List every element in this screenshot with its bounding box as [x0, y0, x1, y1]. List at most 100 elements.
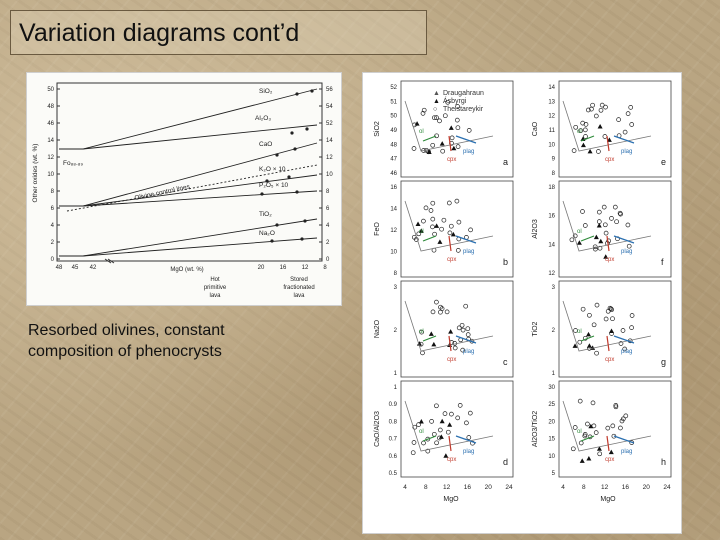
panel-y-tick: 12	[548, 114, 555, 120]
x-label-right: MgO	[600, 496, 616, 503]
left-y-ticks: 50 48 46 14 12 10 8 6 4 2 0	[47, 87, 60, 263]
x-tick: 8	[424, 484, 428, 491]
right-y-tick: 8	[326, 189, 330, 195]
panel-y-tick: 49	[390, 128, 397, 134]
legend-theistareykir: Theistareykir	[443, 106, 484, 113]
panel-ylabel: FeO	[374, 222, 381, 236]
panel-b: FeO 16 14 12 10 8 b plag cpx ol	[374, 180, 514, 278]
panel-y-tick: 0.9	[389, 402, 398, 408]
panel-ylabel: CaO/Al2O3	[374, 411, 381, 447]
panel-y-tick: 50	[390, 114, 397, 120]
variation-panels-figure: SiO2 52 51 50 49 48 47 46 a plag cpx ol FeO 16 14 12 10 8…	[362, 72, 682, 534]
legend-asbyrgi: Ásbyrgi	[443, 96, 467, 105]
plot-frame	[56, 82, 323, 262]
x-axis-right: 4 8 12 16 20 24	[561, 484, 671, 491]
panel-y-tick: 14	[548, 242, 555, 248]
x-tick: 8	[582, 484, 586, 491]
na2o-label: Na₂O	[259, 230, 275, 237]
panel-y-tick: 13	[548, 99, 555, 105]
panel-f: Al2O3 18 16 14 12 f plag cpx ol	[532, 180, 672, 278]
panel-y-tick: 30	[548, 385, 555, 391]
axis-break-mark	[107, 258, 115, 264]
panel-y-tick: 16	[548, 214, 555, 220]
x-tick: 12	[302, 265, 309, 271]
right-y-tick: 4	[326, 223, 330, 229]
series-lines	[59, 88, 318, 257]
panel-letter: a	[503, 157, 508, 167]
panel-y-tick: 3	[394, 285, 398, 291]
x-axis-left: 4 8 12 16 20 24	[403, 484, 513, 491]
axis-break-mark	[104, 258, 112, 264]
vector-cpx: cpx	[447, 357, 456, 363]
vector-cpx: cpx	[605, 457, 614, 463]
panel-letter: e	[661, 157, 666, 167]
left-y-tick: 46	[47, 121, 54, 127]
sio2-label: SiO₂	[259, 88, 273, 95]
panel-y-tick: 14	[548, 85, 555, 91]
al2o3-line	[59, 124, 318, 150]
vector-ol: ol	[577, 329, 582, 335]
panel-y-tick: 0.8	[389, 419, 398, 425]
panel-letter: g	[661, 357, 666, 367]
vector-ol: ol	[577, 429, 582, 435]
olivine-control-figure: Other oxides (wt. %) 50 48 46 14 12 10 8 6 4 2 0 5…	[26, 72, 342, 306]
panel-y-tick: 10	[390, 250, 397, 256]
vector-ol: ol	[419, 329, 424, 335]
legend-draugahraun: Draugahraun	[443, 90, 484, 97]
panel-y-tick: 16	[390, 185, 397, 191]
y-axis-label: Other oxides (wt. %)	[32, 144, 39, 203]
panel-y-tick: 1	[394, 371, 398, 377]
fo-label: Fo₈₈.₈₉	[63, 160, 83, 167]
left-y-tick: 12	[47, 155, 54, 161]
stored-lava-label-1: Stored	[290, 277, 308, 283]
olivine-line	[66, 164, 318, 212]
panel-y-tick: 51	[390, 99, 397, 105]
left-y-tick: 4	[51, 223, 55, 229]
x-tick: 16	[622, 484, 630, 491]
panel-d: CaO/Al2O3 1 0.9 0.8 0.7 0.6 0.5 d plag cpx ol	[374, 380, 514, 478]
right-y-tick: 2	[326, 240, 330, 246]
panel-y-tick: 11	[549, 128, 556, 134]
vector-cpx: cpx	[447, 257, 456, 263]
vector-cpx: cpx	[447, 157, 456, 163]
vector-cpx: cpx	[605, 357, 614, 363]
x-tick: 24	[663, 484, 671, 491]
x-tick: 4	[403, 484, 407, 491]
x-ticks: 48 45 42 20 16 12 8	[56, 265, 328, 271]
panel-y-tick: 25	[548, 402, 555, 408]
p2o5-line	[59, 190, 318, 207]
tio2-label: TiO₂	[259, 211, 272, 218]
hot-lava-label-3: lava	[209, 293, 221, 299]
panel-ylabel: Al2O3	[532, 219, 539, 239]
left-y-tick: 50	[47, 87, 54, 93]
x-tick: 20	[258, 265, 265, 271]
caption-line-2: composition of phenocrysts	[28, 343, 222, 360]
x-tick: 12	[443, 484, 451, 491]
vector-plag: plag	[621, 349, 632, 355]
panel-ylabel: Al2O3/TiO2	[532, 411, 539, 447]
left-y-tick: 6	[51, 206, 55, 212]
vector-ol: ol	[419, 429, 424, 435]
cao-line	[59, 142, 318, 207]
right-y-ticks: 56 54 52 14 12 10 8 6 4 2 0	[319, 87, 333, 263]
x-tick: 16	[280, 265, 287, 271]
vector-cpx: cpx	[605, 257, 614, 263]
panel-letter: c	[503, 357, 508, 367]
panel-y-tick: 1	[394, 385, 398, 391]
panel-ylabel: TiO2	[532, 321, 539, 336]
vector-plag: plag	[463, 449, 474, 455]
panel-letter: h	[661, 457, 666, 467]
svg-text:▲: ▲	[433, 90, 440, 97]
panel-h: Al2O3/TiO2 30 25 20 15 10 5 h plag cpx ol	[532, 380, 672, 478]
panel-y-tick: 46	[390, 171, 397, 177]
slide-title: Variation diagrams cont’d	[19, 19, 300, 47]
na2o-line	[59, 237, 318, 257]
panel-y-tick: 47	[390, 157, 397, 163]
x-tick: 8	[323, 265, 327, 271]
panel-y-tick: 2	[552, 328, 556, 334]
panel-a: SiO2 52 51 50 49 48 47 46 a plag cpx ol	[374, 80, 514, 178]
panel-y-tick: 0.7	[389, 437, 398, 443]
svg-text:○: ○	[433, 106, 437, 113]
panel-y-tick: 15	[548, 437, 555, 443]
vector-plag: plag	[621, 449, 632, 455]
